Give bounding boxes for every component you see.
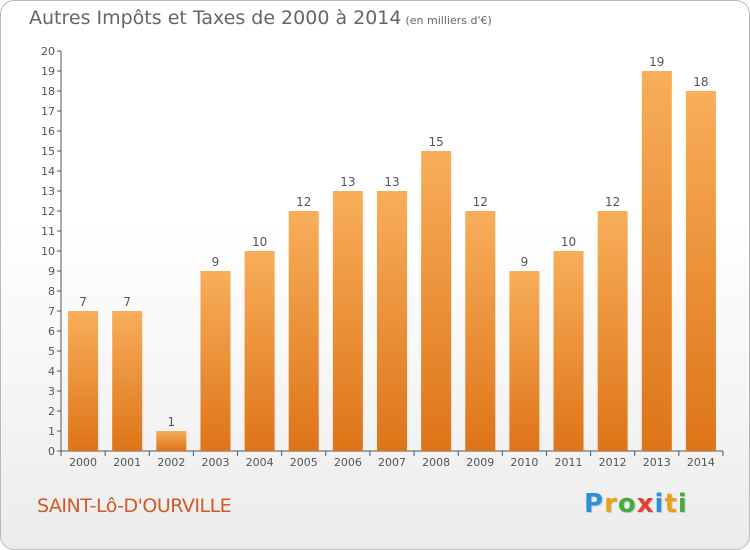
bar: [597, 211, 628, 451]
logo-letter: P: [584, 489, 605, 519]
x-tick-label: 2003: [201, 456, 229, 469]
y-tick-label: 19: [41, 65, 55, 78]
bar: [641, 71, 672, 451]
logo-letter: i: [677, 489, 688, 519]
data-label: 18: [693, 75, 708, 89]
y-tick-label: 14: [41, 165, 55, 178]
bar: [553, 251, 584, 451]
x-tick-label: 2001: [113, 456, 141, 469]
x-tick-label: 2002: [157, 456, 185, 469]
data-label: 7: [123, 295, 131, 309]
bar: [244, 251, 275, 451]
y-tick-label: 16: [41, 125, 55, 138]
y-tick-label: 20: [41, 45, 55, 58]
bar: [332, 191, 363, 451]
bar: [288, 211, 319, 451]
data-label: 7: [79, 295, 87, 309]
logo-letter: x: [636, 489, 655, 519]
bar: [68, 311, 99, 451]
bar: [685, 91, 716, 451]
data-label: 12: [473, 195, 488, 209]
chart-title-text: Autres Impôts et Taxes de 2000 à 2014: [29, 7, 402, 29]
data-label: 15: [428, 135, 443, 149]
x-tick-label: 2013: [643, 456, 671, 469]
data-label: 1: [168, 415, 176, 429]
x-tick-label: 2012: [599, 456, 627, 469]
y-tick-label: 18: [41, 85, 55, 98]
data-label: 13: [340, 175, 355, 189]
logo-letter: r: [604, 489, 618, 519]
y-tick-label: 3: [48, 385, 55, 398]
x-tick-label: 2010: [510, 456, 538, 469]
y-tick-label: 10: [41, 245, 55, 258]
x-tick-label: 2008: [422, 456, 450, 469]
data-label: 12: [605, 195, 620, 209]
x-tick-label: 2000: [69, 456, 97, 469]
y-tick-label: 17: [41, 105, 55, 118]
y-tick-label: 13: [41, 185, 55, 198]
logo-letter: o: [617, 489, 637, 519]
bar: [200, 271, 231, 451]
data-label: 12: [296, 195, 311, 209]
bar: [377, 191, 407, 451]
y-tick-label: 1: [48, 425, 55, 438]
proxiti-logo: Proxiti: [584, 489, 688, 519]
chart-title: Autres Impôts et Taxes de 2000 à 2014 (en…: [29, 7, 492, 29]
data-label: 19: [649, 55, 664, 69]
x-tick-label: 2009: [466, 456, 494, 469]
x-tick-label: 2014: [687, 456, 715, 469]
bar: [112, 311, 143, 451]
data-label: 10: [252, 235, 267, 249]
y-tick-label: 7: [48, 305, 55, 318]
logo-letter: i: [654, 489, 665, 519]
x-tick-label: 2006: [334, 456, 362, 469]
x-tick-label: 2007: [378, 456, 406, 469]
y-tick-label: 15: [41, 145, 55, 158]
x-tick-label: 2011: [555, 456, 583, 469]
data-label: 10: [561, 235, 576, 249]
y-tick-label: 4: [48, 365, 55, 378]
bar: [156, 431, 187, 451]
y-tick-label: 0: [48, 445, 55, 458]
y-tick-label: 6: [48, 325, 55, 338]
bar: [465, 211, 496, 451]
commune-name: SAINT-Lô-D'OURVILLE: [37, 495, 232, 517]
y-tick-label: 8: [48, 285, 55, 298]
chart-unit: (en milliers d'€): [405, 14, 492, 27]
data-label: 13: [384, 175, 399, 189]
x-tick-label: 2005: [290, 456, 318, 469]
x-tick-label: 2004: [246, 456, 274, 469]
data-label: 9: [212, 255, 220, 269]
y-tick-label: 5: [48, 345, 55, 358]
logo-letter: t: [664, 489, 678, 519]
bar: [509, 271, 540, 451]
y-tick-label: 12: [41, 205, 55, 218]
y-tick-label: 2: [48, 405, 55, 418]
bar: [421, 151, 452, 451]
y-tick-label: 9: [48, 265, 55, 278]
data-label: 9: [521, 255, 529, 269]
y-tick-label: 11: [41, 225, 55, 238]
